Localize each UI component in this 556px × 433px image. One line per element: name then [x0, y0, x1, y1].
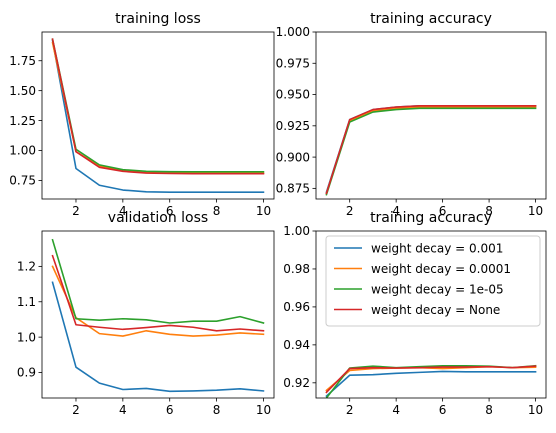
panel-2-y-tick-label: 0.875	[276, 182, 310, 196]
panel-1-series-1-line	[53, 40, 264, 192]
panel-4-x-tick-label: 8	[485, 403, 493, 417]
panel-3-x-tick-label: 4	[119, 403, 127, 417]
panel-4-y-tick-label: 1.00	[283, 224, 310, 238]
panel-3-series-group	[53, 240, 264, 391]
panel-3-y-tick-label: 0.9	[17, 366, 36, 380]
panel-1-y-tick-label: 1.50	[9, 84, 36, 98]
panel-4-x-tick-label: 10	[528, 403, 543, 417]
panel-4-y-tick-label: 0.92	[283, 376, 310, 390]
panel-2-series-group	[326, 106, 535, 195]
panel-4-y-tick-label: 0.94	[283, 338, 310, 352]
panel-1-y-tick-label: 1.25	[9, 114, 36, 128]
panel-2: 2 4 6 8 100.8750.9000.9250.9500.9751.000trai…	[276, 11, 546, 218]
panel-2-y-tick-label: 0.900	[276, 150, 310, 164]
panel-4-legend-label-4: weight decay = None	[371, 303, 500, 317]
panel-4-legend-label-1: weight decay = 0.001	[371, 241, 503, 255]
panel-1-series-2-line	[53, 43, 264, 173]
panel-1-series-group	[53, 39, 264, 192]
panel-1-y-tick-label: 1.00	[9, 144, 36, 158]
panel-4-title: training accuracy	[370, 210, 492, 226]
panel-2-y-tick-label: 1.000	[276, 25, 310, 39]
panel-1-series-4-line	[53, 39, 264, 174]
panel-2-title: training accuracy	[370, 11, 492, 27]
panel-4-series-group	[326, 366, 535, 398]
panel-3-x-tick-label: 8	[213, 403, 221, 417]
panel-1-series-3-line	[53, 39, 264, 172]
panel-2-axes-frame	[316, 32, 546, 199]
panel-3-axes-frame	[42, 231, 274, 398]
panel-3-series-3-line	[53, 240, 264, 323]
panel-2-y-tick-label: 0.950	[276, 88, 310, 102]
panel-4-legend-label-2: weight decay = 0.0001	[371, 262, 511, 276]
panel-4-legend: weight decay = 0.001 weight decay = 0.000…	[326, 236, 540, 326]
panel-3: 2 4 6 8 10 0.9 1.0 1.1 1.2 validation loss	[17, 210, 274, 417]
panel-3-y-tick-label: 1.1	[17, 295, 36, 309]
panel-1-title: training loss	[115, 11, 201, 27]
panel-1-x-tick-label: 8	[213, 204, 221, 218]
panel-3-series-1-line	[53, 282, 264, 391]
panel-4-legend-label-3: weight decay = 1e-05	[371, 282, 504, 296]
panel-3-x-tick-label: 2	[72, 403, 80, 417]
panel-3-title: validation loss	[108, 210, 208, 226]
panel-4-x-tick-label: 6	[439, 403, 447, 417]
panel-1-x-tick-label: 10	[256, 204, 271, 218]
panel-3-x-tick-label: 10	[256, 403, 271, 417]
panel-1-y-tick-label: 0.75	[9, 174, 36, 188]
panel-2-y-tick-label: 0.975	[276, 56, 310, 70]
panel-2-series-3-line	[326, 108, 535, 194]
panel-1-y-tick-label: 1.75	[9, 54, 36, 68]
panel-4-x-tick-label: 2	[346, 403, 354, 417]
panel-2-x-tick-label: 2	[346, 204, 354, 218]
panel-4-x-tick-label: 4	[392, 403, 400, 417]
panel-1-x-tick-label: 2	[72, 204, 80, 218]
panel-4-series-2-line	[326, 367, 535, 391]
panel-4: 2 4 6 8 10 0.92 0.94 0.96 0.98 1.00 training accur…	[283, 210, 546, 417]
panel-4-series-1-line	[326, 371, 535, 396]
panel-3-x-tick-label: 6	[166, 403, 174, 417]
panel-2-series-2-line	[326, 107, 535, 193]
panel-4-y-tick-label: 0.98	[283, 262, 310, 276]
panel-3-y-tick-label: 1.0	[17, 330, 36, 344]
panel-3-y-tick-label: 1.2	[17, 260, 36, 274]
panel-2-y-tick-label: 0.925	[276, 119, 310, 133]
panel-2-x-tick-label: 10	[528, 204, 543, 218]
panel-4-y-tick-label: 0.96	[283, 300, 310, 314]
